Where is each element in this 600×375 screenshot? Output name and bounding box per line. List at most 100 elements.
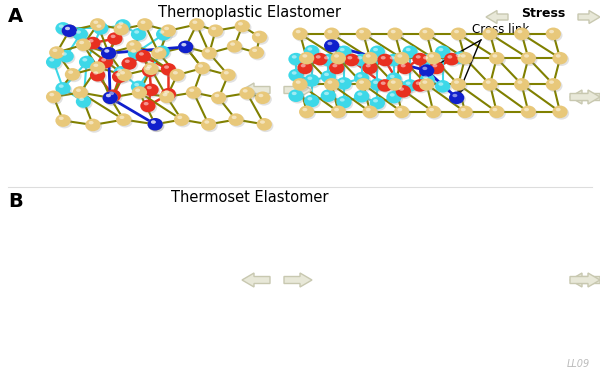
- Ellipse shape: [356, 55, 371, 68]
- Ellipse shape: [214, 94, 220, 97]
- Ellipse shape: [328, 30, 332, 33]
- Ellipse shape: [421, 66, 436, 78]
- Ellipse shape: [421, 80, 436, 92]
- Ellipse shape: [307, 97, 313, 100]
- Ellipse shape: [304, 94, 319, 107]
- Ellipse shape: [250, 48, 266, 60]
- Ellipse shape: [307, 47, 313, 51]
- Ellipse shape: [515, 80, 531, 92]
- Ellipse shape: [326, 29, 341, 42]
- Ellipse shape: [87, 38, 102, 51]
- Ellipse shape: [153, 48, 168, 61]
- Ellipse shape: [358, 74, 362, 78]
- Ellipse shape: [103, 92, 118, 104]
- Ellipse shape: [370, 78, 385, 91]
- Ellipse shape: [370, 97, 385, 109]
- Ellipse shape: [399, 63, 414, 76]
- Ellipse shape: [356, 27, 371, 40]
- Ellipse shape: [356, 78, 371, 91]
- Ellipse shape: [302, 54, 307, 58]
- Ellipse shape: [406, 48, 410, 51]
- Ellipse shape: [62, 24, 77, 37]
- Ellipse shape: [110, 34, 116, 38]
- Ellipse shape: [211, 92, 226, 104]
- Ellipse shape: [91, 70, 107, 83]
- Ellipse shape: [549, 80, 554, 84]
- Ellipse shape: [94, 71, 98, 75]
- Ellipse shape: [388, 74, 403, 87]
- Ellipse shape: [429, 108, 434, 111]
- Ellipse shape: [289, 89, 304, 102]
- Ellipse shape: [437, 47, 452, 60]
- Ellipse shape: [412, 79, 428, 92]
- Ellipse shape: [359, 80, 364, 84]
- Ellipse shape: [491, 107, 506, 120]
- Ellipse shape: [163, 93, 167, 96]
- Ellipse shape: [98, 56, 113, 68]
- Ellipse shape: [161, 92, 176, 105]
- Ellipse shape: [356, 74, 371, 86]
- Ellipse shape: [320, 89, 336, 102]
- Ellipse shape: [332, 107, 347, 120]
- Ellipse shape: [301, 64, 305, 67]
- Ellipse shape: [193, 21, 197, 24]
- Ellipse shape: [292, 71, 296, 75]
- Ellipse shape: [161, 63, 176, 76]
- Ellipse shape: [340, 48, 344, 51]
- Ellipse shape: [313, 53, 328, 65]
- Ellipse shape: [59, 117, 64, 120]
- Ellipse shape: [101, 58, 106, 62]
- Text: B: B: [8, 192, 23, 211]
- Ellipse shape: [46, 90, 61, 103]
- Ellipse shape: [386, 54, 401, 66]
- Ellipse shape: [362, 52, 377, 64]
- Ellipse shape: [131, 28, 146, 40]
- Ellipse shape: [196, 63, 211, 76]
- Ellipse shape: [459, 53, 474, 66]
- Ellipse shape: [121, 57, 137, 70]
- Ellipse shape: [174, 113, 189, 126]
- Ellipse shape: [156, 47, 171, 60]
- Ellipse shape: [451, 93, 466, 106]
- Ellipse shape: [106, 94, 111, 97]
- Ellipse shape: [449, 92, 464, 104]
- Ellipse shape: [173, 71, 178, 75]
- Ellipse shape: [324, 78, 340, 91]
- Ellipse shape: [118, 115, 133, 128]
- Ellipse shape: [76, 39, 91, 51]
- Ellipse shape: [522, 107, 538, 120]
- Ellipse shape: [554, 107, 569, 120]
- Ellipse shape: [334, 108, 339, 111]
- Ellipse shape: [364, 107, 379, 120]
- Ellipse shape: [437, 81, 452, 94]
- Ellipse shape: [157, 30, 173, 42]
- Ellipse shape: [133, 82, 148, 95]
- FancyArrow shape: [242, 273, 270, 287]
- Ellipse shape: [202, 120, 218, 132]
- Ellipse shape: [228, 42, 244, 54]
- Ellipse shape: [388, 55, 403, 68]
- Ellipse shape: [399, 87, 404, 91]
- Ellipse shape: [457, 105, 473, 118]
- Ellipse shape: [104, 93, 119, 106]
- Ellipse shape: [429, 54, 434, 58]
- Ellipse shape: [397, 62, 413, 74]
- Ellipse shape: [416, 55, 421, 58]
- Ellipse shape: [133, 30, 148, 42]
- Ellipse shape: [390, 75, 395, 78]
- Ellipse shape: [364, 63, 379, 76]
- Ellipse shape: [324, 56, 329, 60]
- Ellipse shape: [362, 62, 377, 74]
- Ellipse shape: [294, 80, 309, 92]
- Ellipse shape: [489, 52, 505, 64]
- Ellipse shape: [135, 88, 140, 92]
- Ellipse shape: [211, 27, 216, 30]
- Ellipse shape: [556, 108, 560, 111]
- FancyArrow shape: [570, 273, 600, 287]
- Ellipse shape: [205, 120, 209, 124]
- Ellipse shape: [57, 84, 72, 96]
- FancyArrow shape: [486, 10, 508, 24]
- Ellipse shape: [545, 27, 561, 40]
- Ellipse shape: [104, 49, 109, 52]
- Ellipse shape: [444, 53, 460, 65]
